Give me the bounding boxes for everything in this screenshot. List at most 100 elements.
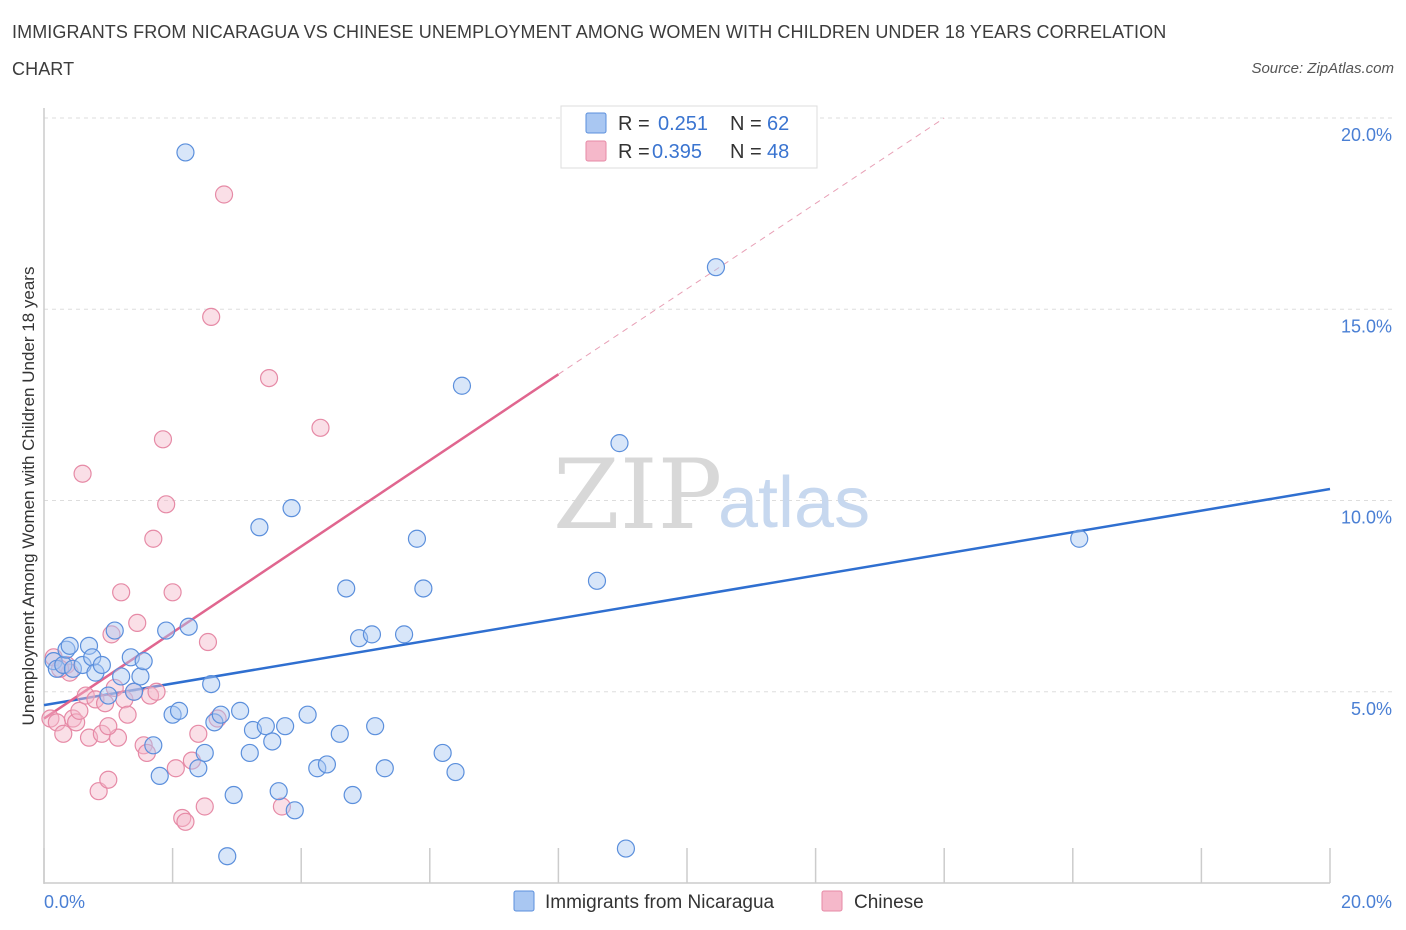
nicaragua-point-18 <box>144 736 163 755</box>
legend-n-label-1: N = <box>730 141 762 163</box>
chinese-point-33 <box>166 759 185 778</box>
chinese-point-16 <box>99 770 118 789</box>
nicaragua-point-12 <box>105 621 124 640</box>
nicaragua-point-48 <box>362 625 382 644</box>
trend-line-nicaragua <box>43 487 1331 707</box>
nicaragua-point-10 <box>92 655 111 675</box>
y-tick-label-20: 20.0% <box>1341 125 1392 145</box>
nicaragua-point-17 <box>134 652 153 671</box>
nicaragua-point-61 <box>1070 529 1089 548</box>
watermark-zip: ZIP <box>553 439 722 551</box>
nicaragua-point-36 <box>263 732 282 751</box>
nicaragua-point-51 <box>394 625 414 644</box>
nicaragua-point-50 <box>375 759 394 778</box>
nicaragua-point-53 <box>414 579 433 598</box>
legend-r-value-1: 0.395 <box>652 141 702 163</box>
chinese-point-3 <box>54 724 73 743</box>
chart-title: IMMIGRANTS FROM NICARAGUA VS CHINESE UNE… <box>12 22 1167 79</box>
x-tick-label-min: 0.0% <box>44 892 85 912</box>
chinese-point-32 <box>163 583 182 602</box>
legend: R = 0.251 N = 62 R = 0.395 N = 48 <box>560 105 818 169</box>
legend-r-label-1: R = <box>618 141 650 163</box>
chinese-point-43 <box>259 369 279 388</box>
nicaragua-point-16 <box>131 667 150 686</box>
legend-swatch-nicaragua <box>585 112 607 134</box>
chinese-point-29 <box>147 682 166 701</box>
chinese-point-30 <box>153 430 173 449</box>
bottom-legend-label-nicaragua: Immigrants from Nicaragua <box>545 892 775 913</box>
trend-line-chinese <box>43 373 560 720</box>
y-tick-label-15: 15.0% <box>1341 316 1392 336</box>
nicaragua-point-40 <box>285 801 304 820</box>
series-nicaragua-points <box>44 143 1089 866</box>
nicaragua-point-2 <box>54 655 73 675</box>
bottom-legend-label-chinese: Chinese <box>854 892 924 913</box>
nicaragua-point-11 <box>99 686 118 705</box>
nicaragua-point-41 <box>298 705 317 724</box>
bottom-legend: Immigrants from Nicaragua Chinese <box>513 890 924 913</box>
legend-r-label-0: R = <box>618 113 650 135</box>
legend-n-value-0: 62 <box>767 113 789 135</box>
legend-n-label-0: N = <box>730 113 762 135</box>
nicaragua-point-56 <box>452 376 472 395</box>
nicaragua-point-31 <box>231 701 250 720</box>
nicaragua-point-25 <box>195 743 214 763</box>
bottom-legend-swatch-chinese <box>821 890 843 912</box>
watermark: ZIP atlas <box>553 439 870 551</box>
chinese-point-22 <box>118 705 137 724</box>
nicaragua-point-43 <box>317 755 337 774</box>
nicaragua-point-49 <box>366 717 385 736</box>
chinese-point-37 <box>189 724 208 743</box>
nicaragua-point-62 <box>176 143 195 162</box>
chinese-point-10 <box>76 686 95 705</box>
legend-r-value-0: 0.251 <box>658 113 708 135</box>
nicaragua-point-30 <box>224 785 243 805</box>
chinese-point-45 <box>311 418 330 437</box>
y-tick-label-5: 5.0% <box>1351 699 1392 719</box>
nicaragua-point-60 <box>706 258 726 277</box>
nicaragua-point-42 <box>308 759 327 778</box>
nicaragua-point-38 <box>276 717 295 736</box>
y-tick-labels: 5.0% 10.0% 15.0% 20.0% <box>1341 125 1392 719</box>
chinese-point-7 <box>67 713 86 732</box>
nicaragua-point-5 <box>63 659 83 678</box>
legend-swatch-chinese <box>585 140 607 162</box>
nicaragua-point-23 <box>179 617 198 636</box>
nicaragua-point-29 <box>218 847 237 866</box>
nicaragua-point-57 <box>587 571 607 590</box>
nicaragua-point-46 <box>343 785 362 805</box>
nicaragua-point-28 <box>211 705 230 724</box>
nicaragua-point-58 <box>610 434 629 453</box>
chinese-point-39 <box>198 632 218 652</box>
nicaragua-point-59 <box>616 839 636 858</box>
x-tick-label-max: 20.0% <box>1341 892 1392 912</box>
nicaragua-point-13 <box>112 667 131 686</box>
chinese-point-20 <box>112 583 131 602</box>
chinese-point-35 <box>176 812 195 831</box>
nicaragua-point-20 <box>157 621 176 640</box>
watermark-atlas: atlas <box>718 463 870 543</box>
nicaragua-point-37 <box>269 782 288 801</box>
chinese-point-24 <box>128 613 147 633</box>
chinese-point-8 <box>70 701 89 720</box>
nicaragua-point-54 <box>433 743 452 763</box>
y-axis-label: Unemployment Among Women with Children U… <box>19 267 38 726</box>
nicaragua-point-26 <box>202 674 221 694</box>
legend-n-value-1: 48 <box>767 141 789 163</box>
nicaragua-point-34 <box>250 518 269 537</box>
nicaragua-point-7 <box>79 636 99 655</box>
chinese-point-38 <box>195 797 214 816</box>
grid <box>44 117 1392 693</box>
nicaragua-point-8 <box>83 648 102 667</box>
nicaragua-point-15 <box>124 682 144 701</box>
bottom-legend-swatch-nicaragua <box>513 890 535 912</box>
x-ticks <box>43 848 1331 883</box>
nicaragua-point-35 <box>256 717 275 736</box>
nicaragua-point-55 <box>446 762 465 782</box>
chinese-point-9 <box>73 464 92 483</box>
chinese-point-42 <box>214 185 234 204</box>
chinese-point-46 <box>99 717 118 736</box>
nicaragua-point-44 <box>330 724 349 743</box>
nicaragua-point-39 <box>282 499 301 518</box>
